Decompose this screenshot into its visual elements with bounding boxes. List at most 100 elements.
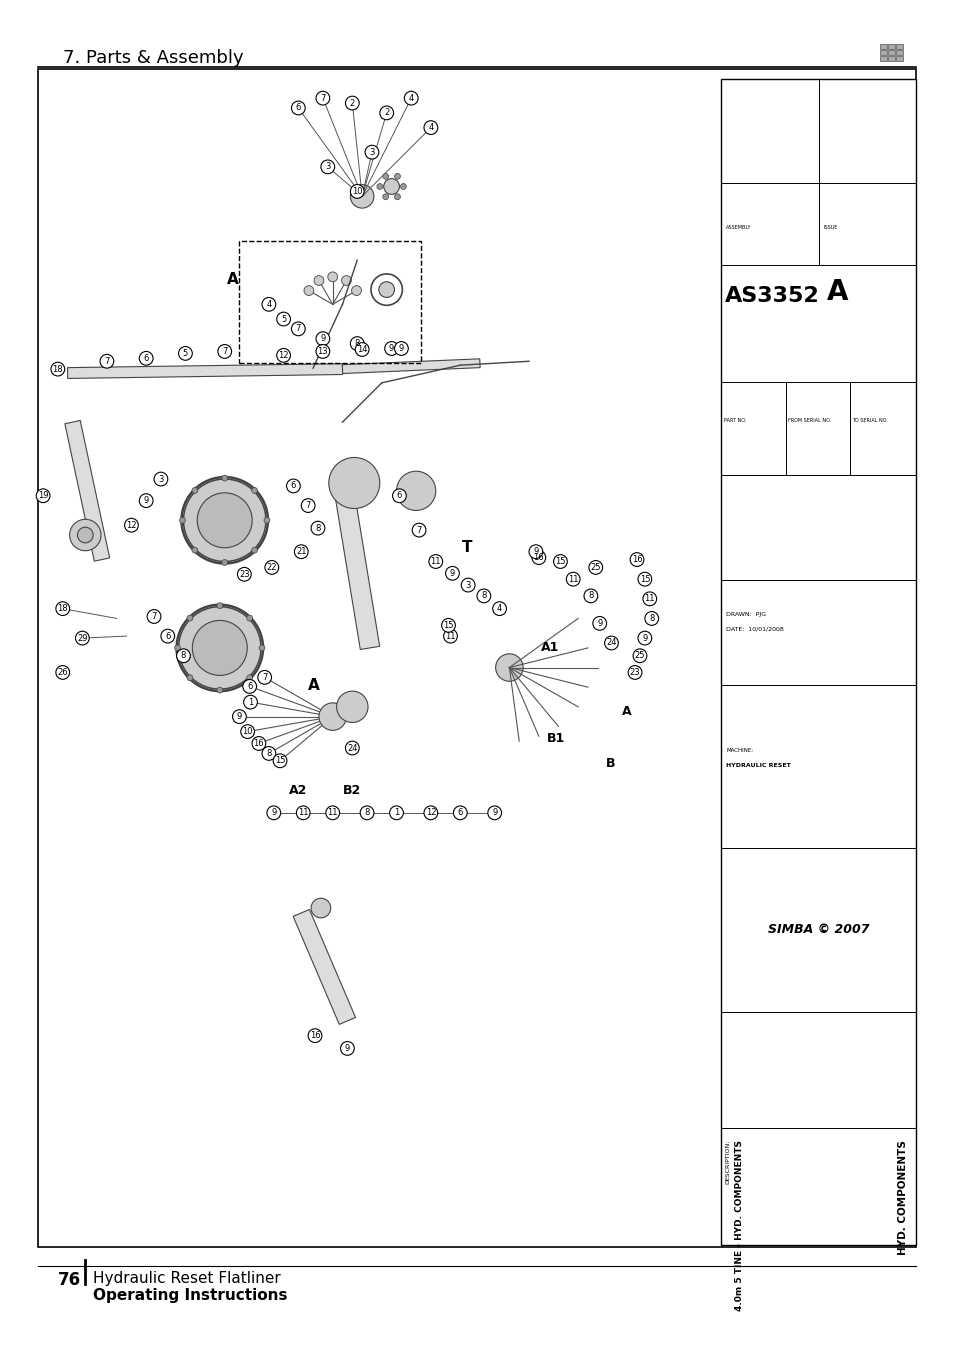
Circle shape xyxy=(315,92,330,105)
Circle shape xyxy=(461,578,475,592)
Text: 6: 6 xyxy=(247,682,253,690)
Text: 9: 9 xyxy=(641,634,647,643)
Circle shape xyxy=(221,476,228,481)
Circle shape xyxy=(247,674,253,681)
Text: 12: 12 xyxy=(425,808,436,817)
Circle shape xyxy=(216,603,222,609)
Circle shape xyxy=(396,471,436,511)
Text: 3: 3 xyxy=(369,147,375,157)
Text: 1: 1 xyxy=(248,697,253,707)
Circle shape xyxy=(423,807,437,820)
Circle shape xyxy=(192,547,197,553)
Text: 9: 9 xyxy=(450,569,455,578)
Polygon shape xyxy=(342,359,479,373)
Text: Operating Instructions: Operating Instructions xyxy=(93,1288,288,1302)
Text: 25: 25 xyxy=(634,651,644,661)
Circle shape xyxy=(329,458,379,508)
Text: 15: 15 xyxy=(443,621,454,630)
Circle shape xyxy=(441,619,455,632)
Circle shape xyxy=(395,173,400,180)
Circle shape xyxy=(320,159,335,174)
Text: 24: 24 xyxy=(605,639,616,647)
Text: 6: 6 xyxy=(143,354,149,363)
Circle shape xyxy=(496,654,522,681)
Text: 11: 11 xyxy=(327,808,337,817)
Circle shape xyxy=(340,1042,354,1055)
Circle shape xyxy=(453,807,467,820)
Text: 4: 4 xyxy=(497,604,501,613)
Circle shape xyxy=(77,527,93,543)
Circle shape xyxy=(178,607,261,689)
Circle shape xyxy=(139,493,152,508)
Circle shape xyxy=(487,807,501,820)
Text: 8: 8 xyxy=(314,524,320,532)
Bar xyxy=(239,240,420,363)
Text: 6: 6 xyxy=(295,104,301,112)
Circle shape xyxy=(630,553,643,566)
Circle shape xyxy=(267,807,280,820)
Circle shape xyxy=(529,544,542,558)
Circle shape xyxy=(174,644,180,651)
Text: 12: 12 xyxy=(278,351,289,359)
Circle shape xyxy=(345,742,359,755)
Circle shape xyxy=(179,517,185,523)
Text: DRAWN:  PJG: DRAWN: PJG xyxy=(725,612,765,617)
Text: ISSUE: ISSUE xyxy=(822,226,837,230)
Circle shape xyxy=(56,601,70,616)
Text: 11: 11 xyxy=(644,594,655,604)
Text: 4.0m 5 TINE - HYD. COMPONENTS: 4.0m 5 TINE - HYD. COMPONENTS xyxy=(735,1140,743,1310)
Circle shape xyxy=(304,285,314,296)
Text: 2: 2 xyxy=(384,108,389,118)
Circle shape xyxy=(192,488,197,493)
Circle shape xyxy=(100,354,113,367)
Text: 1: 1 xyxy=(394,808,398,817)
Text: 9: 9 xyxy=(597,619,601,628)
Text: 9: 9 xyxy=(236,712,242,721)
Circle shape xyxy=(75,631,90,644)
Bar xyxy=(880,45,886,49)
Circle shape xyxy=(262,297,275,311)
Text: 9: 9 xyxy=(344,1044,350,1052)
Text: 6: 6 xyxy=(457,808,462,817)
Text: FROM SERIAL NO.: FROM SERIAL NO. xyxy=(787,417,830,423)
Circle shape xyxy=(345,96,359,109)
Circle shape xyxy=(276,349,290,362)
Text: A2: A2 xyxy=(288,784,307,797)
Text: 8: 8 xyxy=(266,748,272,758)
Circle shape xyxy=(311,898,331,917)
Circle shape xyxy=(583,589,598,603)
Text: 3: 3 xyxy=(325,162,330,172)
Text: HYDRAULIC RESET: HYDRAULIC RESET xyxy=(725,763,790,767)
Text: T: T xyxy=(462,540,473,555)
Text: 13: 13 xyxy=(317,347,328,355)
Text: DATE:  10/01/2008: DATE: 10/01/2008 xyxy=(725,627,783,632)
Text: 76: 76 xyxy=(58,1271,81,1289)
Text: 11: 11 xyxy=(297,808,308,817)
Text: 16: 16 xyxy=(533,553,543,562)
Circle shape xyxy=(412,523,425,536)
Circle shape xyxy=(276,312,290,326)
Text: 6: 6 xyxy=(396,492,402,500)
Circle shape xyxy=(341,276,351,285)
Circle shape xyxy=(350,185,374,208)
Text: B: B xyxy=(605,758,615,770)
Text: 8: 8 xyxy=(355,339,359,349)
Text: 7: 7 xyxy=(295,324,301,334)
Text: 8: 8 xyxy=(480,592,486,600)
Circle shape xyxy=(197,493,252,547)
Text: DESCRIPTION:: DESCRIPTION: xyxy=(724,1140,730,1185)
Text: 29: 29 xyxy=(77,634,88,643)
Circle shape xyxy=(237,567,251,581)
Circle shape xyxy=(252,547,257,553)
Bar xyxy=(887,55,894,61)
Circle shape xyxy=(476,589,490,603)
Bar xyxy=(895,45,902,49)
Circle shape xyxy=(262,747,275,761)
Circle shape xyxy=(350,185,364,199)
Text: 26: 26 xyxy=(57,667,68,677)
Text: 18: 18 xyxy=(52,365,63,374)
Circle shape xyxy=(161,630,174,643)
Circle shape xyxy=(383,178,399,195)
Circle shape xyxy=(259,644,265,651)
Circle shape xyxy=(308,1029,321,1043)
